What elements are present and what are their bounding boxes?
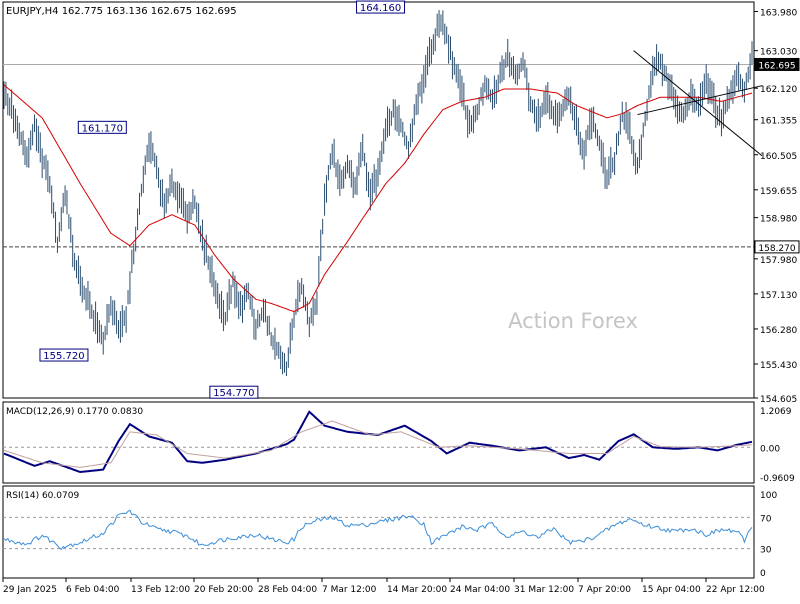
y-tick-label: 160.505 bbox=[760, 152, 797, 162]
channel-trendline bbox=[633, 50, 763, 157]
y-tick-label: 163.030 bbox=[760, 48, 797, 58]
price-panel-frame bbox=[2, 1, 755, 399]
y-tick-label: 157.130 bbox=[760, 291, 797, 301]
x-tick-label: 14 Mar 20:00 bbox=[387, 585, 447, 595]
macd-signal-line bbox=[3, 420, 753, 468]
x-tick-label: 7 Mar 12:00 bbox=[322, 585, 377, 595]
rsi-line bbox=[3, 509, 753, 550]
price-level-label: 162.695 bbox=[758, 61, 795, 71]
x-tick-label: 24 Mar 04:00 bbox=[450, 585, 510, 595]
price-annotation-label: 164.160 bbox=[360, 3, 401, 14]
x-tick-label: 13 Feb 12:00 bbox=[131, 585, 190, 595]
y-tick-label: 163.980 bbox=[760, 8, 797, 18]
x-tick-label: 6 Feb 04:00 bbox=[66, 585, 120, 595]
y-tick-label: 159.655 bbox=[760, 187, 797, 197]
y-tick-label: 162.120 bbox=[760, 85, 797, 95]
y-tick-label: 161.355 bbox=[760, 117, 797, 127]
moving-average-line bbox=[3, 84, 753, 313]
price-annotation-label: 155.720 bbox=[43, 351, 84, 362]
watermark-text: Action Forex bbox=[508, 309, 638, 333]
y-tick-label: 156.280 bbox=[760, 326, 797, 336]
price-annotation-box bbox=[356, 0, 406, 14]
x-tick-label: 15 Apr 04:00 bbox=[642, 585, 701, 595]
y-tick-label: 157.980 bbox=[760, 256, 797, 266]
x-tick-label: 7 Apr 20:00 bbox=[578, 585, 631, 595]
y-tick-label: 158.980 bbox=[760, 215, 797, 225]
price-level-box bbox=[754, 57, 800, 71]
x-tick-label: 22 Apr 12:00 bbox=[706, 585, 765, 595]
price-bars bbox=[3, 10, 753, 376]
macd-panel-frame bbox=[2, 401, 755, 484]
rsi-tick-label: 100 bbox=[760, 491, 777, 501]
macd-tick-label: 0.00 bbox=[760, 444, 780, 454]
channel-trendline bbox=[637, 85, 763, 116]
macd-tick-label: 1.2069 bbox=[760, 407, 792, 417]
price-level-label: 158.270 bbox=[758, 244, 795, 254]
x-tick-label: 29 Jan 2025 bbox=[3, 585, 57, 595]
rsi-tick-label: 0 bbox=[760, 569, 766, 579]
y-tick-label: 155.430 bbox=[760, 361, 797, 371]
macd-line bbox=[3, 410, 753, 474]
x-tick-label: 28 Feb 04:00 bbox=[258, 585, 317, 595]
x-tick-label: 31 Mar 12:00 bbox=[514, 585, 574, 595]
rsi-title: RSI(14) 60.0709 bbox=[6, 491, 79, 501]
symbol-header: EURJPY,H4 162.775 163.136 162.675 162.69… bbox=[6, 6, 237, 17]
rsi-tick-label: 70 bbox=[760, 514, 772, 524]
macd-tick-label: -0.9609 bbox=[760, 474, 795, 484]
price-annotation-box bbox=[77, 120, 127, 134]
rsi-panel-frame bbox=[2, 485, 755, 579]
y-tick-label: 154.605 bbox=[760, 395, 797, 405]
macd-title: MACD(12,26,9) 0.1770 0.0830 bbox=[6, 407, 143, 417]
price-level-box bbox=[754, 240, 800, 254]
x-tick-label: 20 Feb 20:00 bbox=[194, 585, 253, 595]
price-annotation-label: 154.770 bbox=[213, 388, 254, 399]
price-annotation-box bbox=[39, 348, 89, 362]
price-annotation-box bbox=[209, 385, 259, 399]
price-annotation-label: 161.170 bbox=[82, 123, 123, 134]
rsi-tick-label: 30 bbox=[760, 546, 772, 556]
